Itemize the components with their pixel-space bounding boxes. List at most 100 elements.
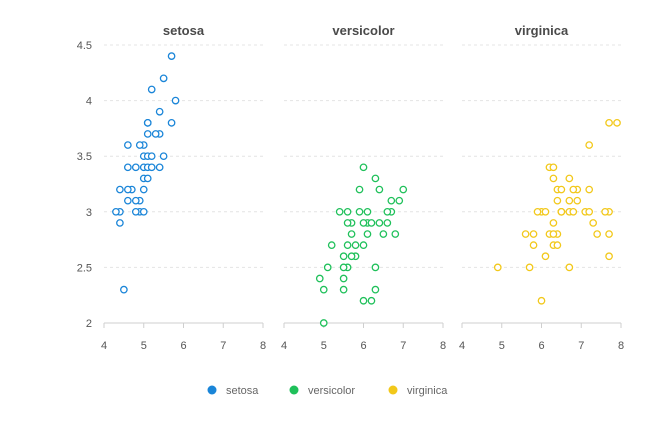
data-point xyxy=(139,207,148,216)
data-point xyxy=(143,174,152,183)
data-point xyxy=(549,219,558,227)
data-point xyxy=(339,263,348,272)
data-point xyxy=(143,118,152,127)
data-point xyxy=(387,196,396,205)
data-point xyxy=(371,263,380,272)
data-point xyxy=(565,263,574,272)
data-point xyxy=(124,141,132,149)
y-tick-label: 2 xyxy=(86,318,92,330)
data-point xyxy=(537,296,546,305)
data-point xyxy=(589,219,598,227)
data-point xyxy=(565,196,574,205)
data-point xyxy=(167,52,176,60)
data-point xyxy=(147,85,156,94)
data-point xyxy=(323,263,332,272)
panel-title: virginica xyxy=(515,23,569,38)
x-tick-label: 7 xyxy=(578,340,584,352)
data-point xyxy=(343,207,352,216)
x-tick-label: 4 xyxy=(281,340,287,352)
legend-label: virginica xyxy=(407,385,448,397)
panel-title: setosa xyxy=(163,23,205,38)
data-point xyxy=(319,319,328,327)
data-point xyxy=(363,207,372,216)
data-point xyxy=(359,241,368,250)
x-tick-label: 5 xyxy=(499,340,505,352)
data-point xyxy=(167,118,176,127)
x-tick-label: 8 xyxy=(440,340,446,352)
data-point xyxy=(549,174,558,183)
panel-title: versicolor xyxy=(332,23,394,38)
legend-marker xyxy=(289,385,299,395)
data-point xyxy=(124,163,132,172)
data-point xyxy=(375,219,384,227)
data-point xyxy=(613,118,621,127)
panel-versicolor: versicolor 4 5 6 7 8 xyxy=(281,23,446,352)
data-point xyxy=(549,230,558,238)
data-point xyxy=(143,130,152,138)
x-tick-label: 8 xyxy=(260,340,266,352)
data-point xyxy=(601,207,609,216)
y-tick-label: 3.5 xyxy=(77,151,92,163)
data-point xyxy=(569,185,578,194)
data-point xyxy=(605,252,613,261)
data-point xyxy=(339,252,348,261)
data-point xyxy=(339,274,348,283)
data-point xyxy=(395,196,404,205)
data-point xyxy=(315,274,324,283)
data-point xyxy=(155,163,164,172)
data-point xyxy=(347,230,356,238)
x-tick-label: 6 xyxy=(180,340,186,352)
y-tick-label: 4 xyxy=(86,96,92,108)
data-point xyxy=(553,196,562,205)
data-point xyxy=(120,285,128,294)
legend-label: versicolor xyxy=(308,385,355,397)
data-point xyxy=(319,285,328,294)
data-point xyxy=(139,185,148,194)
legend: setosa versicolor virginica xyxy=(207,385,448,397)
data-point xyxy=(151,130,160,138)
data-point xyxy=(573,196,582,205)
data-point xyxy=(155,107,164,116)
data-point xyxy=(367,219,376,227)
data-point xyxy=(383,219,392,227)
data-point xyxy=(124,185,132,194)
data-point xyxy=(593,230,602,238)
data-point xyxy=(359,163,368,172)
data-point xyxy=(359,296,368,305)
data-point xyxy=(343,219,352,227)
data-point xyxy=(391,230,400,238)
data-point xyxy=(343,241,352,250)
data-point xyxy=(383,207,392,216)
x-tick-label: 8 xyxy=(618,340,624,352)
legend-item-versicolor: versicolor xyxy=(289,385,355,397)
data-point xyxy=(493,263,502,272)
data-point xyxy=(541,207,550,216)
data-point xyxy=(171,96,180,105)
data-point xyxy=(159,152,168,161)
x-tick-label: 5 xyxy=(321,340,327,352)
data-point xyxy=(135,141,144,149)
panel-setosa: setosa 4 5 6 7 8 2 2.5 3 3.5 4 4.5 xyxy=(77,23,266,352)
y-tick-label: 3 xyxy=(86,207,92,219)
data-point xyxy=(549,163,558,172)
data-point xyxy=(533,207,542,216)
data-point xyxy=(565,174,574,183)
data-point xyxy=(131,163,140,172)
x-tick-label: 6 xyxy=(360,340,366,352)
legend-item-virginica: virginica xyxy=(388,385,448,397)
data-point xyxy=(553,241,562,250)
data-point xyxy=(131,196,140,205)
x-tick-label: 5 xyxy=(141,340,147,352)
data-point xyxy=(557,185,566,194)
data-point xyxy=(605,118,613,127)
data-point xyxy=(585,185,594,194)
data-point xyxy=(541,252,550,261)
y-tick-label: 2.5 xyxy=(77,262,92,274)
data-point xyxy=(116,185,124,194)
data-point xyxy=(521,230,530,238)
data-point xyxy=(339,285,348,294)
data-point xyxy=(569,207,578,216)
data-point xyxy=(529,241,538,250)
data-point xyxy=(585,207,594,216)
data-point xyxy=(399,185,408,194)
